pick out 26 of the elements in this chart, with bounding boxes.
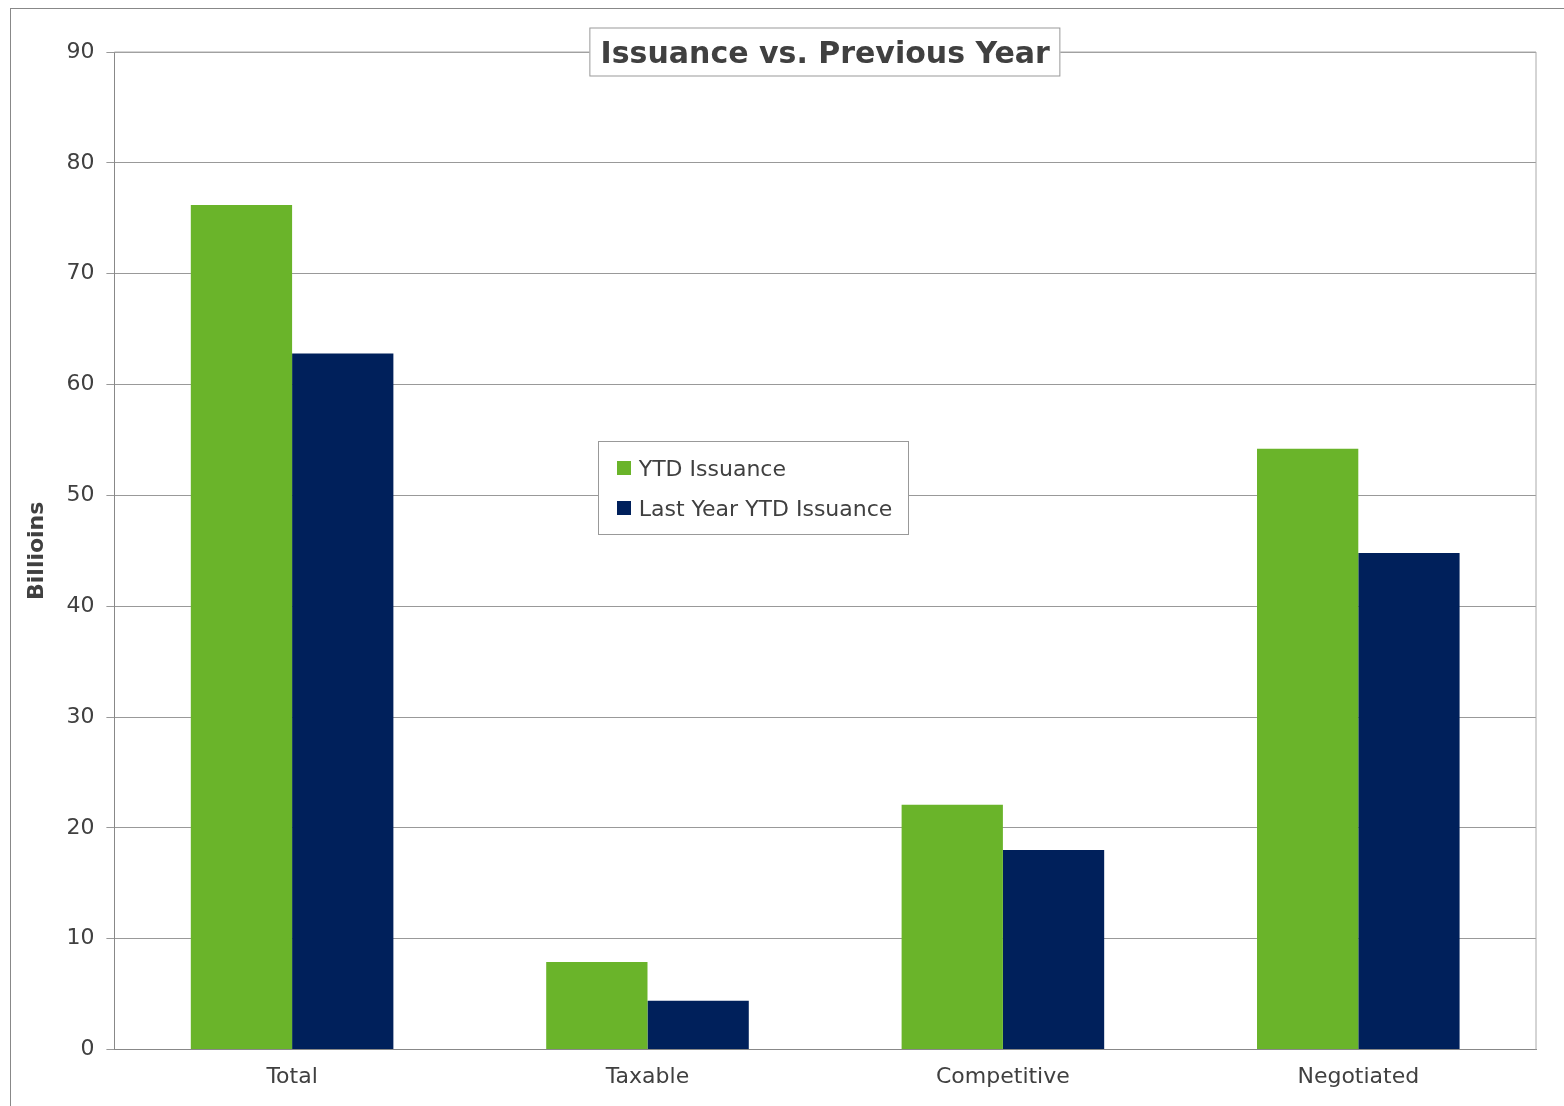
bar	[647, 1000, 749, 1050]
chart-title: Issuance vs. Previous Year	[589, 27, 1061, 77]
x-tick-label: Competitive	[936, 1062, 1070, 1088]
legend-label: Last Year YTD Issuance	[637, 494, 893, 523]
y-tick-label: 70	[66, 259, 95, 285]
y-tick-label: 20	[66, 813, 95, 839]
bar	[292, 353, 394, 1050]
bar	[901, 804, 1003, 1050]
y-tick-label: 0	[80, 1035, 95, 1061]
x-tick-label: Taxable	[604, 1062, 690, 1088]
legend-label: YTD Issuance	[637, 454, 787, 483]
bar	[190, 204, 293, 1050]
x-tick-label: Negotiated	[1297, 1062, 1420, 1088]
y-tick-label: 80	[66, 148, 95, 174]
bar	[1257, 448, 1359, 1050]
bar	[1002, 850, 1105, 1050]
y-tick-label: 50	[66, 481, 95, 507]
y-axis-title: Billioins	[22, 501, 48, 600]
y-tick-label: 40	[66, 591, 95, 617]
bar	[1358, 553, 1460, 1050]
y-tick-label: 60	[66, 370, 95, 396]
y-tick-label: 90	[66, 37, 95, 63]
x-tick-label: Total	[265, 1062, 318, 1088]
y-tick-label: 30	[66, 702, 95, 728]
y-tick-label: 10	[66, 924, 95, 950]
bar	[546, 962, 648, 1050]
